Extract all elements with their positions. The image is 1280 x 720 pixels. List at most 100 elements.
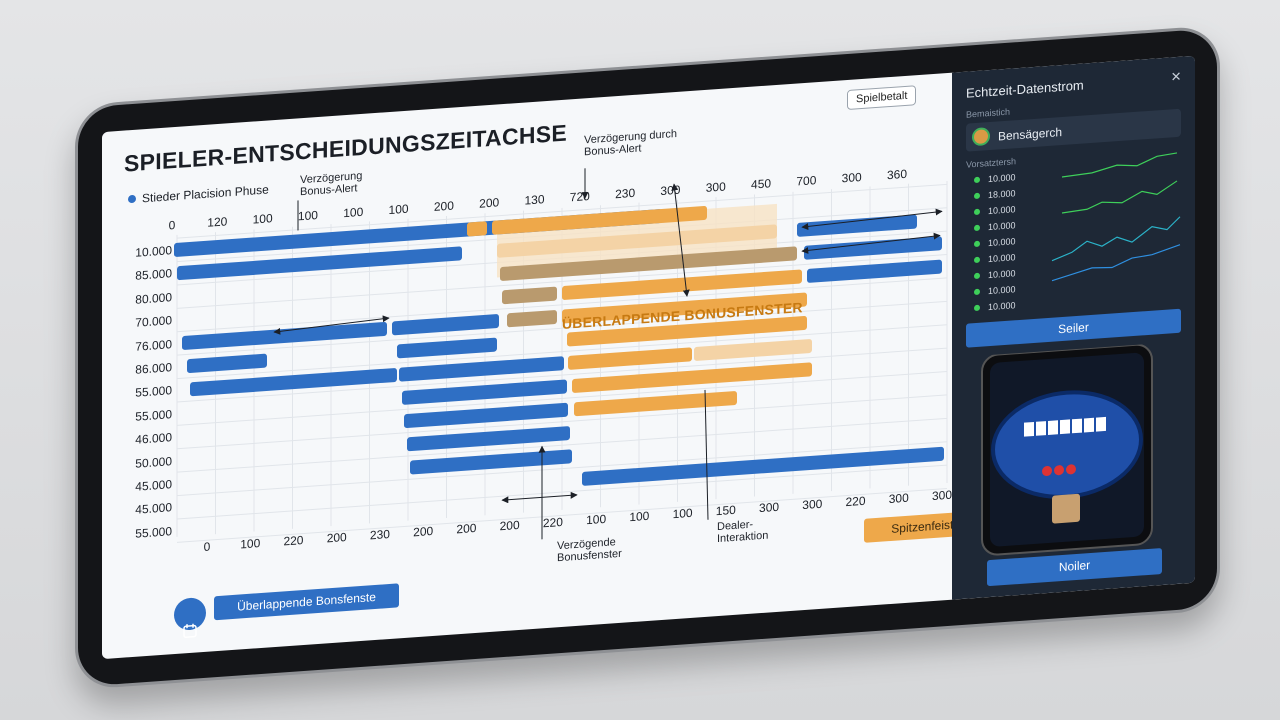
bottom-tick-label: 200	[499, 517, 520, 534]
top-tick-label: 720	[569, 188, 590, 205]
stream-item: 10.000	[988, 220, 1016, 233]
tablet: Spielbetalt SPIELER-ENTSCHEIDUNGSZEITACH…	[75, 24, 1220, 691]
timeline-bar	[190, 368, 397, 397]
timeline-bar	[399, 356, 564, 382]
grid-line	[177, 394, 947, 450]
annotation: Verzögende Bonusfenster	[557, 536, 622, 565]
top-tick-label: 100	[297, 208, 318, 224]
stream-item: 10.000	[988, 172, 1016, 185]
top-tick-label: 700	[796, 173, 817, 189]
grid-line	[177, 441, 947, 497]
timeline-bar	[404, 402, 568, 428]
timeline-bar	[807, 259, 942, 283]
arrow	[801, 208, 943, 230]
timeline-bar	[402, 379, 567, 405]
timeline-bar	[582, 446, 944, 486]
legend-swatch	[128, 194, 136, 204]
timeline-bar	[497, 224, 777, 258]
top-tick-label: 230	[615, 185, 636, 202]
bottom-tick-label: 220	[283, 533, 304, 549]
stream-item: 18.000	[988, 188, 1016, 201]
sparkline	[1051, 216, 1181, 262]
arrow	[671, 183, 690, 297]
timeline-bar	[187, 353, 267, 373]
arrow	[501, 491, 578, 504]
timeline-bar	[182, 321, 387, 350]
top-tick-label: 0	[168, 217, 176, 233]
timeline-bar	[177, 246, 462, 281]
grid-line	[177, 183, 947, 239]
timeline-view: Spielbetalt SPIELER-ENTSCHEIDUNGSZEITACH…	[102, 73, 994, 659]
side-panel: Echtzeit-Datenstrom × Bemaistich Bensäge…	[952, 55, 1195, 600]
bottom-tick-label: 300	[931, 487, 953, 504]
stream-item: 10.000	[988, 252, 1016, 265]
stream-item: 10.000	[988, 284, 1016, 297]
stream-item: 10.000	[988, 268, 1016, 281]
timeline-bar	[572, 362, 812, 393]
timeline-bar	[392, 314, 499, 336]
leader-line	[704, 389, 709, 520]
grid-line	[177, 417, 947, 473]
sparklines	[1051, 152, 1181, 282]
top-tick-label: 120	[207, 214, 228, 230]
grid-line	[177, 488, 947, 543]
arrow	[273, 315, 390, 335]
arrow	[801, 232, 941, 254]
timeline-bar	[407, 426, 570, 452]
annotation: Verzögerung Bonus-Alert	[300, 169, 363, 199]
timeline-bar	[574, 391, 737, 417]
stream-item: 10.000	[988, 204, 1016, 217]
bottom-tick-label: 220	[845, 493, 866, 510]
grid-line	[177, 347, 947, 403]
timeline-bar	[567, 316, 807, 347]
timeline-bar	[502, 286, 557, 305]
phone	[981, 343, 1162, 587]
bottom-tick-label: 200	[326, 529, 347, 546]
bottom-tick-label: 300	[759, 499, 780, 516]
bottom-tick-label: 100	[586, 511, 607, 528]
top-tick-label: 100	[388, 201, 409, 218]
timeline-chart	[174, 168, 948, 543]
top-tick-label: 130	[524, 192, 545, 208]
bottom-tick-label: 300	[802, 496, 823, 513]
grid-line	[177, 300, 947, 356]
sparkline	[1051, 244, 1181, 282]
top-tick-label: 300	[660, 182, 681, 199]
bottom-tick-label: 0	[203, 539, 211, 555]
top-tick-label: 300	[841, 169, 862, 186]
timeline-bar	[500, 246, 797, 281]
sparkline	[1061, 180, 1178, 214]
bottom-tick-label: 150	[715, 502, 736, 519]
timeline-bar	[410, 449, 572, 475]
timeline-bar	[694, 339, 812, 361]
bottom-tick-label: 100	[240, 536, 261, 552]
grid-line	[177, 254, 947, 309]
calendar-icon	[183, 623, 197, 638]
grid-line	[177, 324, 947, 380]
bottom-tick-label: 200	[413, 523, 434, 540]
timeline-bar	[507, 310, 557, 328]
icon-button[interactable]	[174, 596, 206, 638]
bottom-tick-label: 100	[629, 508, 650, 525]
top-tick-label: 100	[343, 204, 364, 221]
stream-item: 10.000	[988, 300, 1016, 313]
bottom-tick-label: 300	[888, 490, 909, 507]
top-tick-label: 200	[479, 195, 500, 211]
timeline-bar	[568, 347, 692, 370]
top-tick-label: 450	[751, 176, 772, 192]
top-tick-label: 300	[705, 179, 726, 195]
timeline-bar	[467, 221, 487, 237]
annotation: Dealer- Interaktion	[717, 518, 769, 546]
top-tick-label: 200	[433, 198, 454, 214]
timeline-bar	[397, 337, 497, 359]
top-tick-label: 360	[886, 166, 908, 183]
grid-line	[177, 371, 947, 426]
bottom-tick-label: 100	[672, 505, 693, 522]
top-tick-label: 100	[252, 211, 273, 227]
timeline-bar	[562, 292, 807, 324]
sparkline	[1061, 152, 1178, 178]
bottom-tick-label: 200	[456, 520, 477, 537]
stream-item: 10.000	[988, 236, 1016, 249]
screen: Spielbetalt SPIELER-ENTSCHEIDUNGSZEITACH…	[102, 55, 1195, 660]
